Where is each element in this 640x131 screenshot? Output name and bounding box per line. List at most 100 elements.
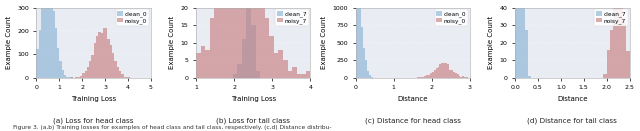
X-axis label: Distance: Distance: [557, 96, 588, 102]
Bar: [93, 43, 96, 78]
Bar: [604, 74, 607, 78]
Bar: [210, 18, 214, 78]
Bar: [458, 76, 460, 78]
Bar: [76, 77, 77, 78]
Bar: [87, 67, 89, 78]
Bar: [242, 39, 246, 78]
Bar: [80, 76, 83, 78]
Bar: [260, 0, 265, 78]
X-axis label: Training Loss: Training Loss: [230, 96, 276, 102]
Bar: [265, 18, 269, 78]
Bar: [67, 77, 68, 78]
Bar: [103, 28, 105, 78]
Bar: [255, 8, 260, 78]
Bar: [71, 77, 73, 78]
Bar: [424, 76, 426, 78]
Bar: [306, 71, 310, 78]
Bar: [453, 72, 455, 78]
Bar: [242, 0, 246, 78]
X-axis label: Training Loss: Training Loss: [71, 96, 116, 102]
Bar: [430, 73, 432, 78]
Bar: [60, 61, 61, 78]
Bar: [233, 0, 237, 78]
Bar: [55, 28, 57, 78]
Bar: [464, 77, 466, 78]
Bar: [432, 72, 434, 78]
Y-axis label: Example Count: Example Count: [321, 16, 327, 69]
Bar: [41, 6, 44, 78]
Bar: [445, 63, 447, 78]
Bar: [365, 60, 367, 78]
Bar: [223, 1, 228, 78]
Bar: [100, 34, 103, 78]
Bar: [246, 1, 251, 78]
Bar: [278, 50, 283, 78]
Bar: [369, 75, 371, 78]
Legend: clean_7, noisy_7: clean_7, noisy_7: [275, 9, 308, 26]
Bar: [92, 55, 93, 78]
Legend: clean_0, noisy_0: clean_0, noisy_0: [116, 9, 149, 26]
Bar: [48, 0, 50, 78]
Bar: [522, 0, 525, 78]
Bar: [39, 30, 41, 78]
Bar: [367, 71, 369, 78]
Bar: [237, 0, 242, 78]
Bar: [52, 11, 55, 78]
Bar: [108, 39, 110, 78]
Legend: clean_7, noisy_7: clean_7, noisy_7: [594, 9, 628, 26]
Bar: [110, 45, 112, 78]
Bar: [269, 36, 274, 78]
Bar: [297, 74, 301, 78]
Bar: [246, 0, 251, 78]
Bar: [255, 71, 260, 78]
Bar: [363, 48, 365, 78]
Bar: [616, 0, 620, 78]
Bar: [607, 50, 610, 78]
Bar: [99, 32, 100, 78]
Bar: [96, 36, 99, 78]
Bar: [613, 0, 616, 78]
Bar: [426, 75, 428, 78]
Bar: [196, 53, 200, 78]
Bar: [449, 70, 451, 78]
Bar: [462, 77, 464, 78]
Bar: [438, 67, 440, 78]
Bar: [451, 70, 453, 78]
Bar: [466, 77, 468, 78]
Bar: [422, 77, 424, 78]
Bar: [112, 53, 115, 78]
Bar: [119, 71, 121, 78]
Bar: [251, 8, 255, 78]
Bar: [89, 61, 92, 78]
Bar: [528, 76, 531, 78]
Bar: [457, 74, 458, 78]
Bar: [36, 49, 39, 78]
Bar: [283, 60, 287, 78]
Bar: [620, 0, 623, 78]
Bar: [200, 46, 205, 78]
Bar: [214, 0, 219, 78]
Bar: [357, 0, 359, 78]
Bar: [84, 71, 87, 78]
Legend: clean_0, noisy_0: clean_0, noisy_0: [435, 9, 468, 26]
Bar: [455, 73, 457, 78]
Bar: [610, 30, 613, 78]
Bar: [417, 77, 419, 78]
Bar: [44, 0, 45, 78]
Bar: [460, 77, 462, 78]
Bar: [371, 77, 372, 78]
Text: (d) Distance for tail class: (d) Distance for tail class: [527, 118, 617, 124]
Bar: [50, 0, 52, 78]
Text: (c) Distance for head class: (c) Distance for head class: [365, 118, 461, 124]
Bar: [518, 0, 522, 78]
Text: (a) Loss for head class: (a) Loss for head class: [54, 118, 134, 124]
X-axis label: Distance: Distance: [397, 96, 428, 102]
Bar: [359, 6, 361, 78]
Bar: [115, 61, 116, 78]
Bar: [237, 64, 242, 78]
Bar: [287, 71, 292, 78]
Y-axis label: Example Count: Example Count: [6, 16, 12, 69]
Bar: [228, 0, 233, 78]
Bar: [68, 77, 71, 78]
Bar: [440, 64, 442, 78]
